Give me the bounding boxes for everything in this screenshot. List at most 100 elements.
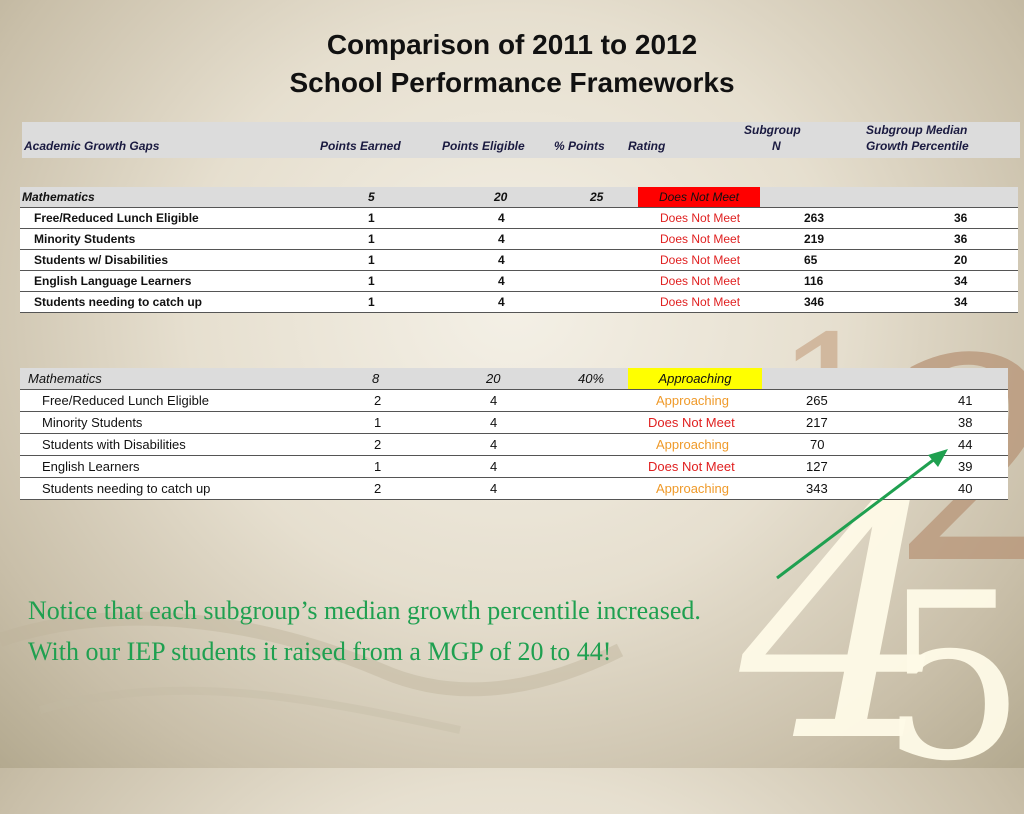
row-mgp: 36	[954, 211, 968, 225]
row-rating: Does Not Meet	[660, 232, 741, 246]
row-n: 127	[806, 459, 828, 474]
header-mgp-1: Subgroup Median	[866, 123, 968, 137]
row-pct: 40%	[578, 371, 605, 386]
row-eligible: 4	[490, 393, 498, 408]
row-label: English Learners	[42, 459, 140, 474]
row-label: English Language Learners	[34, 274, 192, 288]
row-mgp: 44	[958, 437, 973, 452]
row-mgp: 34	[954, 295, 968, 309]
row-earned: 1	[368, 295, 375, 309]
row-eligible: 4	[498, 295, 505, 309]
row-mgp: 39	[958, 459, 973, 474]
table-row: Students needing to catch up 2 4 Approac…	[20, 478, 1008, 500]
header-n: N	[772, 139, 781, 153]
table-2011: Mathematics 5 20 25 Does Not Meet Free/R…	[20, 187, 1018, 313]
notice-text: Notice that each subgroup’s median growt…	[28, 590, 701, 672]
table-row: Minority Students 1 4 Does Not Meet 219 …	[20, 229, 1018, 250]
row-mgp: 40	[958, 481, 973, 496]
row-mgp: 41	[958, 393, 973, 408]
table-2012: Mathematics 8 20 40% Approaching Free/Re…	[20, 368, 1008, 500]
row-rating: Does Not Meet	[638, 187, 760, 207]
row-rating: Approaching	[628, 368, 762, 389]
row-label: Free/Reduced Lunch Eligible	[34, 211, 199, 225]
row-n: 65	[804, 253, 818, 267]
table-row: Free/Reduced Lunch Eligible 2 4 Approach…	[20, 390, 1008, 412]
row-pct: 25	[590, 190, 604, 204]
notice-line-1: Notice that each subgroup’s median growt…	[28, 596, 701, 625]
header-rating: Rating	[628, 139, 666, 153]
header-points-eligible: Points Eligible	[442, 139, 525, 153]
row-label: Mathematics	[22, 190, 95, 204]
table-row: Students w/ Disabilities 1 4 Does Not Me…	[20, 250, 1018, 271]
table-row: English Language Learners 1 4 Does Not M…	[20, 271, 1018, 292]
row-eligible: 4	[498, 211, 505, 225]
row-rating: Does Not Meet	[648, 459, 735, 474]
row-label: Free/Reduced Lunch Eligible	[42, 393, 209, 408]
row-mgp: 34	[954, 274, 968, 288]
row-rating: Does Not Meet	[648, 415, 735, 430]
table-row: Minority Students 1 4 Does Not Meet 217 …	[20, 412, 1008, 434]
row-earned: 2	[374, 437, 382, 452]
row-eligible: 4	[498, 274, 505, 288]
row-label: Students with Disabilities	[42, 437, 186, 452]
row-earned: 1	[374, 459, 382, 474]
row-earned: 1	[374, 415, 382, 430]
row-n: 265	[806, 393, 828, 408]
row-eligible: 4	[498, 232, 505, 246]
row-n: 217	[806, 415, 828, 430]
row-n: 116	[804, 274, 824, 288]
row-rating: Does Not Meet	[660, 274, 741, 288]
row-label: Minority Students	[42, 415, 143, 430]
row-rating: Does Not Meet	[660, 295, 741, 309]
row-rating: Approaching	[656, 481, 729, 496]
header-subgroup: Subgroup	[744, 123, 801, 137]
row-earned: 1	[368, 232, 375, 246]
table-row: Free/Reduced Lunch Eligible 1 4 Does Not…	[20, 208, 1018, 229]
row-label: Students needing to catch up	[42, 481, 211, 496]
row-rating: Approaching	[656, 437, 729, 452]
row-rating: Approaching	[656, 393, 729, 408]
header-area: Academic Growth Gaps	[24, 139, 160, 153]
slide-title: Comparison of 2011 to 2012 School Perfor…	[0, 26, 1024, 102]
row-mgp: 38	[958, 415, 973, 430]
row-earned: 8	[372, 371, 380, 386]
row-eligible: 4	[490, 415, 498, 430]
row-earned: 1	[368, 253, 375, 267]
row-n: 343	[806, 481, 828, 496]
table-2011-main-row: Mathematics 5 20 25 Does Not Meet	[20, 187, 1018, 208]
table-2012-main-row: Mathematics 8 20 40% Approaching	[20, 368, 1008, 390]
row-earned: 2	[374, 393, 382, 408]
row-eligible: 4	[490, 481, 498, 496]
row-mgp: 36	[954, 232, 968, 246]
column-header: Academic Growth Gaps Points Earned Point…	[22, 122, 1020, 158]
row-rating: Does Not Meet	[660, 253, 741, 267]
header-mgp-2: Growth Percentile	[866, 139, 969, 153]
row-eligible: 4	[490, 459, 498, 474]
row-label: Students needing to catch up	[34, 295, 203, 309]
notice-line-2: With our IEP students it raised from a M…	[28, 637, 612, 666]
row-label: Mathematics	[28, 371, 102, 386]
title-line-2: School Performance Frameworks	[289, 67, 735, 98]
row-rating: Does Not Meet	[660, 211, 741, 225]
title-line-1: Comparison of 2011 to 2012	[326, 29, 698, 60]
row-earned: 2	[374, 481, 382, 496]
row-label: Students w/ Disabilities	[34, 253, 169, 267]
row-n: 70	[810, 437, 825, 452]
row-mgp: 20	[954, 253, 968, 267]
row-eligible: 4	[498, 253, 505, 267]
table-row: Students with Disabilities 2 4 Approachi…	[20, 434, 1008, 456]
row-n: 346	[804, 295, 825, 309]
row-label: Minority Students	[34, 232, 136, 246]
row-n: 219	[804, 232, 825, 246]
row-eligible: 20	[494, 190, 508, 204]
table-row: Students needing to catch up 1 4 Does No…	[20, 292, 1018, 313]
row-earned: 1	[368, 274, 375, 288]
table-row: English Learners 1 4 Does Not Meet 127 3…	[20, 456, 1008, 478]
row-eligible: 20	[486, 371, 501, 386]
decor-digit-five: 5	[880, 545, 1024, 812]
header-pct-points: % Points	[554, 139, 605, 153]
row-eligible: 4	[490, 437, 498, 452]
row-n: 263	[804, 211, 825, 225]
row-earned: 1	[368, 211, 375, 225]
row-earned: 5	[368, 190, 375, 204]
